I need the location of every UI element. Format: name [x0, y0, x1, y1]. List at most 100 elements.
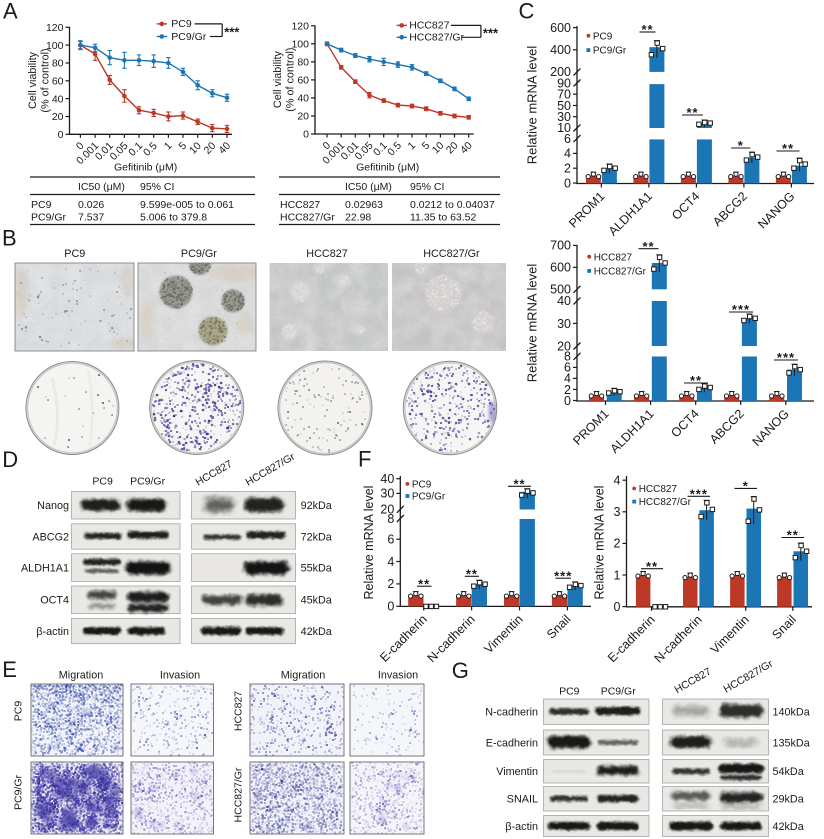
svg-text:72kDa: 72kDa [301, 531, 332, 543]
svg-text:0: 0 [387, 600, 394, 614]
svg-text:Migration: Migration [281, 670, 325, 682]
svg-text:4: 4 [564, 372, 571, 386]
svg-text:Cell viability: Cell viability [272, 50, 284, 108]
svg-text:**: ** [686, 105, 698, 120]
svg-text:*: * [738, 138, 744, 153]
svg-text:***: *** [777, 350, 795, 365]
svg-text:20: 20 [557, 339, 571, 353]
svg-text:6: 6 [564, 361, 571, 375]
svg-text:Snail: Snail [544, 612, 574, 642]
svg-text:ALDH1A1: ALDH1A1 [21, 562, 69, 574]
svg-text:E-cadherin: E-cadherin [377, 612, 430, 665]
svg-text:N-cadherin: N-cadherin [652, 612, 705, 665]
svg-text:Relative mRNA level: Relative mRNA level [525, 264, 540, 383]
svg-text:Relative mRNA level: Relative mRNA level [525, 46, 540, 165]
svg-text:HCC827: HCC827 [639, 484, 678, 495]
svg-text:HCC827: HCC827 [233, 691, 245, 731]
svg-text:A: A [3, 0, 18, 24]
svg-text:4: 4 [614, 474, 621, 488]
svg-text:0: 0 [58, 129, 64, 141]
svg-text:HCC827: HCC827 [280, 199, 320, 211]
svg-text:IC50 (μM): IC50 (μM) [345, 181, 392, 193]
svg-text:PC9/Gr: PC9/Gr [13, 774, 25, 810]
svg-text:ABCG2: ABCG2 [710, 189, 750, 229]
svg-text:PC9: PC9 [13, 701, 25, 722]
svg-text:42kDa: 42kDa [773, 821, 804, 833]
svg-text:Invasion: Invasion [160, 670, 200, 682]
svg-text:HCC827: HCC827 [194, 458, 235, 489]
svg-text:9.599e-005 to 0.061: 9.599e-005 to 0.061 [140, 199, 234, 211]
svg-text:600: 600 [550, 261, 571, 275]
svg-text:**: ** [418, 576, 430, 591]
svg-text:***: *** [690, 487, 708, 502]
svg-text:0.026: 0.026 [78, 199, 104, 211]
svg-text:ABCG2: ABCG2 [707, 407, 747, 447]
svg-text:Migration: Migration [59, 670, 103, 682]
svg-text:(% of control): (% of control) [285, 47, 297, 111]
svg-text:HCC827: HCC827 [594, 252, 633, 263]
svg-text:22.98: 22.98 [345, 212, 371, 224]
svg-text:8: 8 [564, 350, 571, 364]
svg-text:Cell viability: Cell viability [27, 51, 39, 109]
svg-text:PC9: PC9 [64, 248, 85, 260]
svg-text:PC9/Gr: PC9/Gr [412, 492, 446, 503]
svg-text:600: 600 [550, 21, 571, 35]
svg-text:0.02963: 0.02963 [345, 199, 383, 211]
svg-text:PC9/Gr: PC9/Gr [181, 248, 217, 260]
svg-text:400: 400 [550, 43, 571, 57]
svg-text:2: 2 [564, 162, 571, 176]
svg-text:20: 20 [52, 111, 64, 123]
svg-text:Gefitinib (μM): Gefitinib (μM) [114, 162, 177, 174]
svg-text:95% CI: 95% CI [410, 181, 444, 193]
svg-text:PC9: PC9 [412, 480, 432, 491]
svg-text:E-cadherin: E-cadherin [605, 612, 658, 665]
svg-text:HCC827/Gr: HCC827/Gr [280, 212, 335, 224]
svg-text:PC9: PC9 [559, 685, 580, 697]
svg-text:42kDa: 42kDa [301, 626, 332, 638]
svg-text:4: 4 [564, 147, 571, 161]
svg-text:B: B [2, 226, 17, 251]
svg-text:50: 50 [557, 99, 571, 113]
svg-text:N-cadherin: N-cadherin [485, 707, 538, 719]
svg-text:55kDa: 55kDa [301, 562, 332, 574]
svg-text:***: *** [732, 302, 750, 317]
svg-text:1: 1 [406, 140, 419, 153]
svg-text:PROM1: PROM1 [566, 189, 607, 230]
svg-text:8: 8 [387, 512, 394, 526]
svg-text:40: 40 [216, 140, 233, 157]
svg-text:IC50 (μM): IC50 (μM) [78, 181, 125, 193]
svg-text:0.5: 0.5 [385, 140, 404, 159]
svg-text:NANOG: NANOG [755, 189, 797, 231]
svg-text:HCC827: HCC827 [409, 20, 449, 32]
svg-text:54kDa: 54kDa [773, 766, 804, 778]
svg-text:***: *** [483, 26, 499, 41]
svg-text:700: 700 [550, 239, 571, 253]
svg-text:2: 2 [614, 537, 621, 551]
svg-text:PC9/Gr: PC9/Gr [593, 46, 627, 57]
svg-text:β-actin: β-actin [36, 626, 69, 638]
svg-text:10: 10 [557, 121, 571, 135]
svg-text:PC9: PC9 [31, 199, 52, 211]
svg-text:80: 80 [52, 58, 64, 70]
svg-text:*: * [743, 479, 749, 494]
svg-text:HCC827: HCC827 [306, 248, 347, 260]
svg-text:40: 40 [557, 294, 571, 308]
svg-text:Nanog: Nanog [37, 500, 69, 512]
svg-text:***: *** [224, 24, 240, 39]
svg-text:30: 30 [557, 317, 571, 331]
svg-text:F: F [358, 447, 371, 472]
svg-text:HCC827: HCC827 [673, 665, 714, 696]
svg-text:1: 1 [614, 568, 621, 582]
svg-text:OCT4: OCT4 [668, 407, 702, 441]
svg-text:SNAIL: SNAIL [507, 794, 538, 806]
svg-text:500: 500 [550, 283, 571, 297]
svg-text:70: 70 [557, 88, 571, 102]
svg-text:1: 1 [162, 140, 175, 153]
svg-text:G: G [452, 658, 469, 683]
svg-text:0: 0 [614, 600, 621, 614]
svg-text:OCT4: OCT4 [40, 595, 69, 607]
svg-text:Invasion: Invasion [378, 670, 418, 682]
svg-text:40: 40 [458, 140, 475, 157]
svg-text:Vimentin: Vimentin [708, 612, 752, 656]
svg-text:E-cadherin: E-cadherin [486, 737, 538, 749]
